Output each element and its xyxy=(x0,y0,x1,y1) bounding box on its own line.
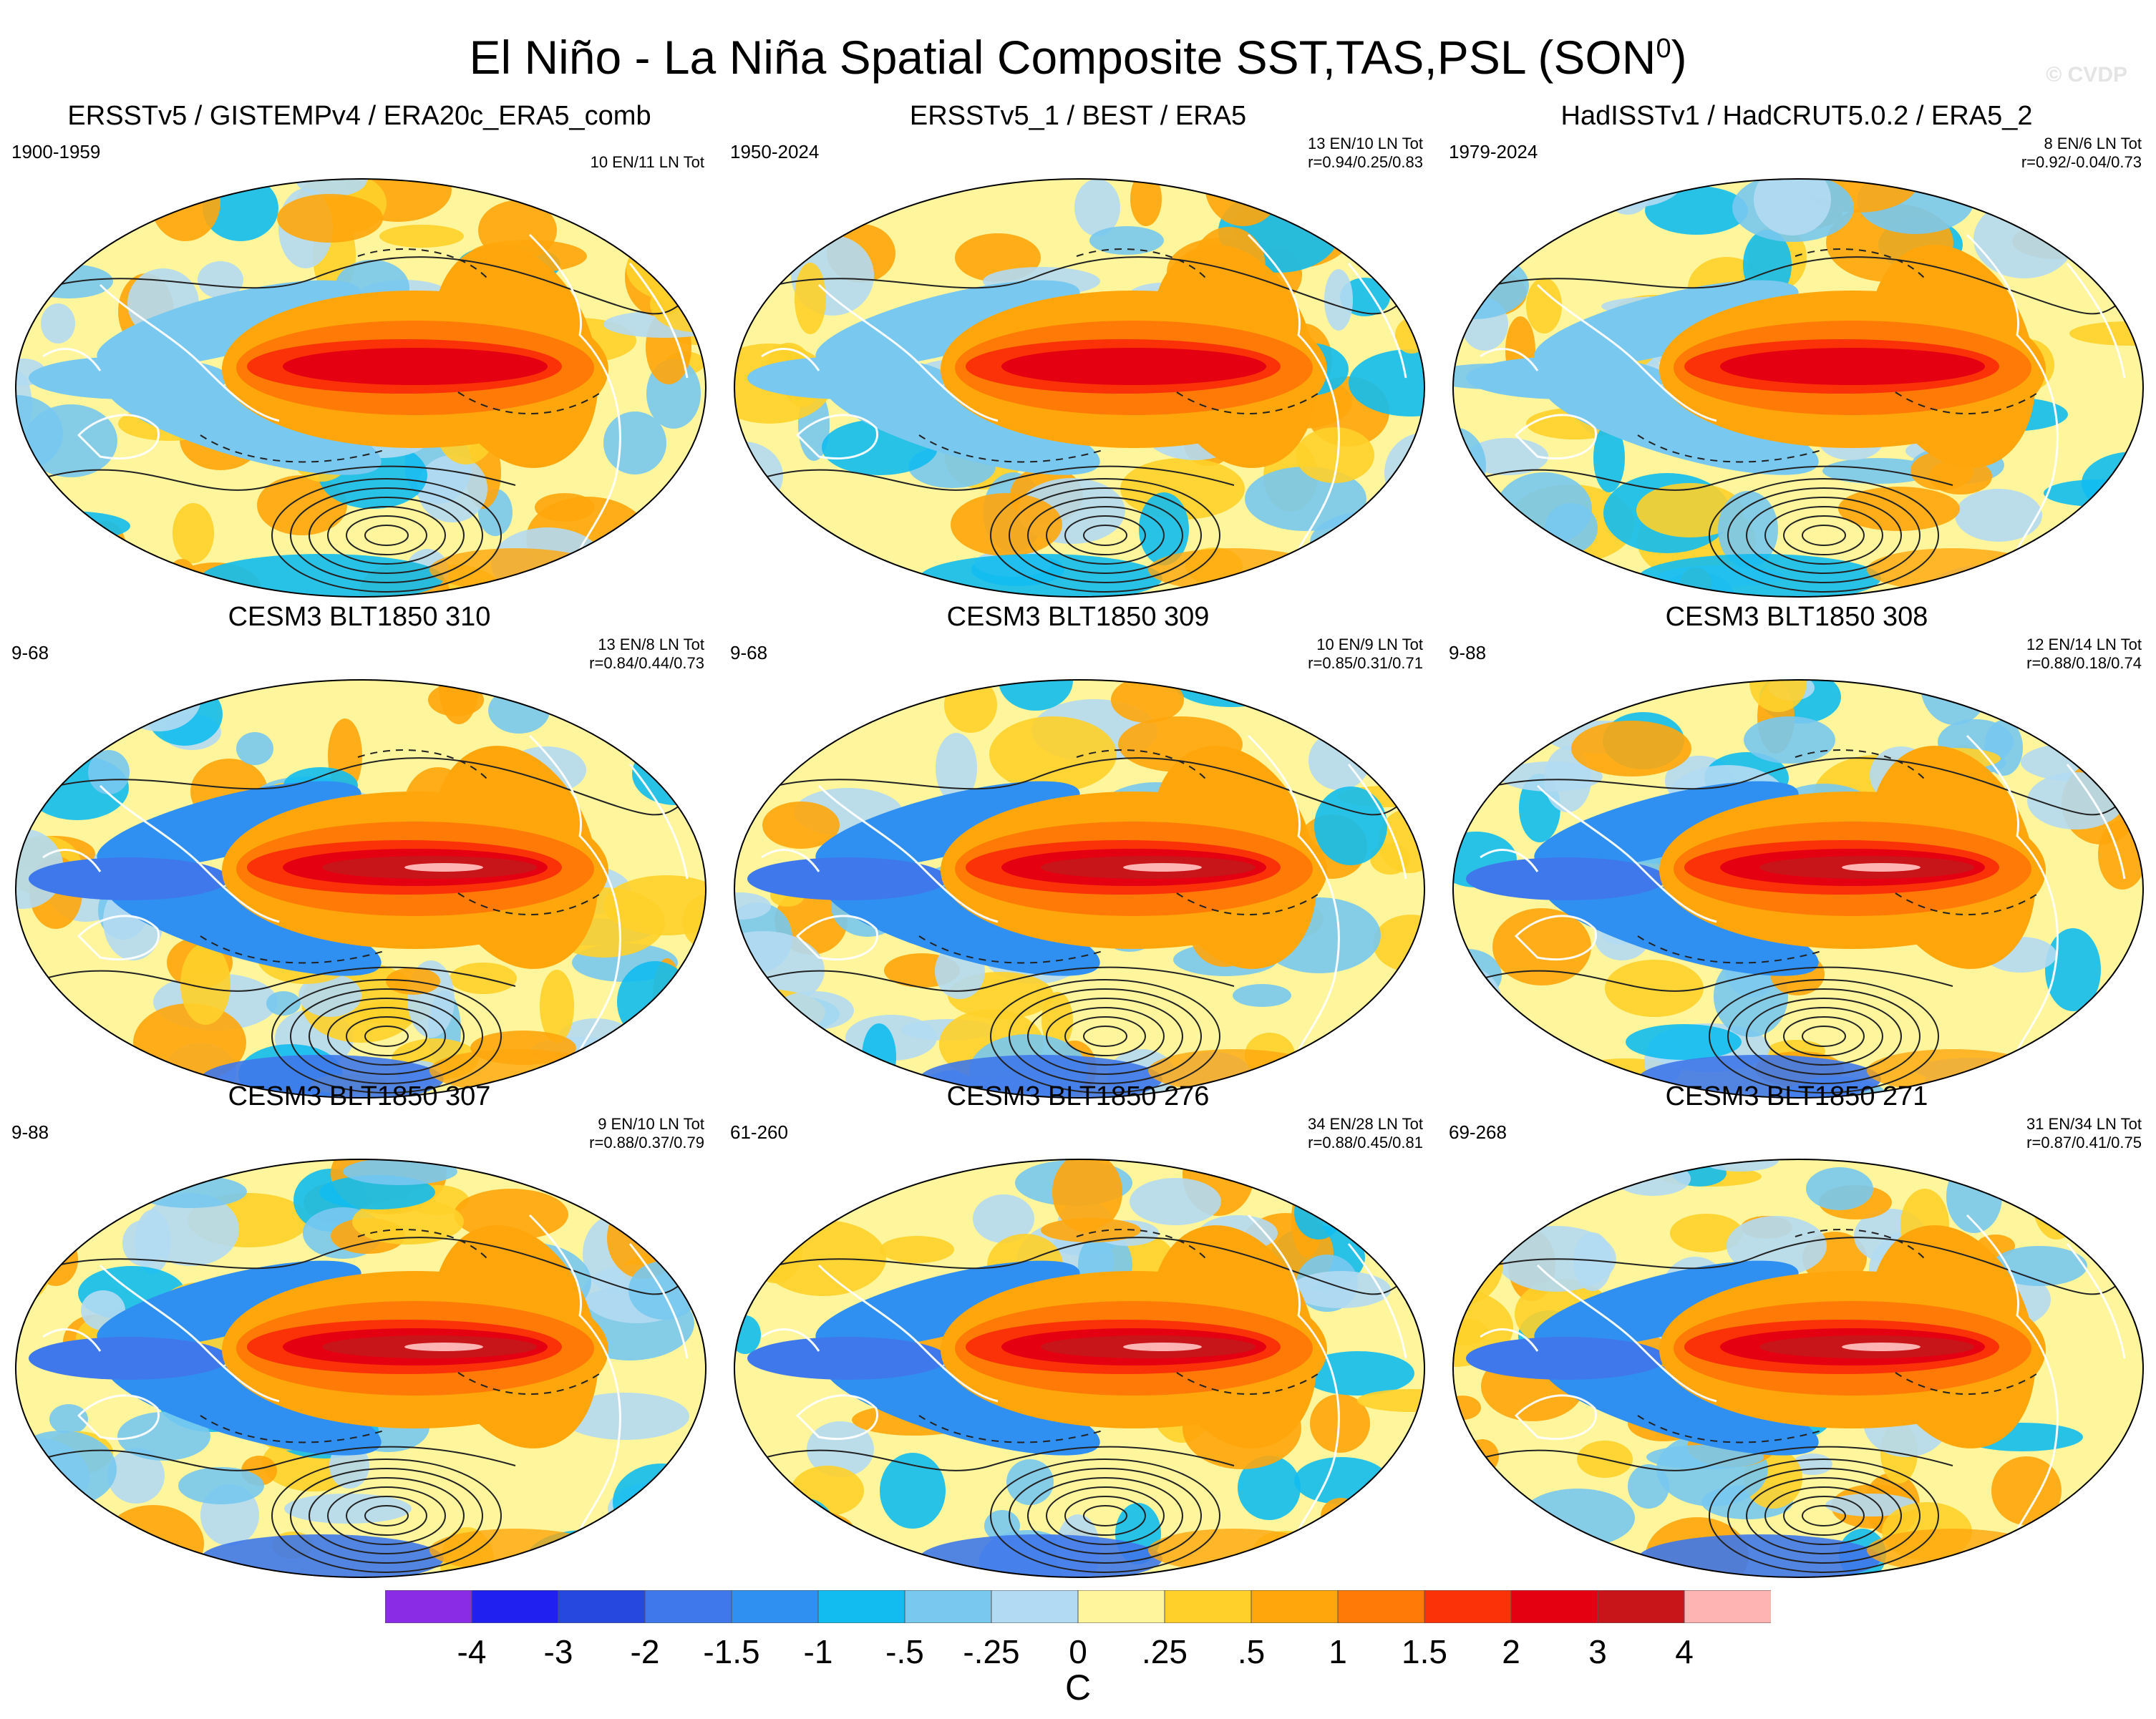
panel-title: CESM3 BLT1850 271 xyxy=(1665,1081,1928,1111)
anomaly-map xyxy=(15,679,706,1099)
colorbar-tick-label: .25 xyxy=(1142,1633,1188,1670)
colorbar-tick-label: -.5 xyxy=(885,1633,924,1670)
panel-title: CESM3 BLT1850 308 xyxy=(1665,602,1928,632)
anomaly-map xyxy=(734,1159,1425,1578)
colorbar-swatch xyxy=(731,1590,819,1623)
colorbar-swatch xyxy=(471,1590,559,1623)
map-panel: CESM3 BLT1850 276 61-260 34 EN/28 LN Tot r=… xyxy=(719,1079,1437,1580)
map-panel: HadISSTv1 / HadCRUT5.0.2 / ERA5_2 1979-20… xyxy=(1437,99,2156,600)
colorbar-swatch xyxy=(904,1590,992,1623)
colorbar-tick-label: 0 xyxy=(1069,1633,1087,1670)
panel-title: CESM3 BLT1850 309 xyxy=(946,602,1210,632)
panel-title: HadISSTv1 / HadCRUT5.0.2 / ERA5_2 xyxy=(1560,101,2033,131)
panel-correlation: r=0.88/0.37/0.79 xyxy=(589,1134,704,1151)
panel-title: CESM3 BLT1850 307 xyxy=(228,1081,491,1111)
panel-years: 1900-1959 xyxy=(11,141,101,162)
panel-years: 1979-2024 xyxy=(1449,141,1538,162)
panel-event-counts: 12 EN/14 LN Tot xyxy=(2026,636,2142,653)
panel-event-counts: 10 EN/9 LN Tot xyxy=(1316,636,1423,653)
panel-correlation: r=0.85/0.31/0.71 xyxy=(1308,654,1423,672)
anomaly-map xyxy=(15,1159,706,1578)
colorbar-tick-label: 1 xyxy=(1329,1633,1347,1670)
panel-title: CESM3 BLT1850 310 xyxy=(228,602,491,632)
panel-years: 9-68 xyxy=(11,642,49,663)
panel-event-counts: 34 EN/28 LN Tot xyxy=(1307,1115,1423,1133)
colorbar-tick-label: .5 xyxy=(1237,1633,1266,1670)
panel-correlation: r=0.94/0.25/0.83 xyxy=(1308,153,1423,171)
map-panel: CESM3 BLT1850 310 9-68 13 EN/8 LN Tot r=0.8… xyxy=(0,600,719,1101)
figure-title-superscript: 0 xyxy=(1656,34,1671,64)
panel-title: CESM3 BLT1850 276 xyxy=(946,1081,1210,1111)
panel-title: ERSSTv5_1 / BEST / ERA5 xyxy=(909,101,1247,131)
panel-event-counts: 8 EN/6 LN Tot xyxy=(2044,135,2142,152)
anomaly-map xyxy=(15,178,706,598)
colorbar-tick-label: 3 xyxy=(1588,1633,1607,1670)
colorbar-tick-label: -3 xyxy=(543,1633,573,1670)
colorbar-swatch xyxy=(1424,1590,1512,1623)
panel-correlation: r=0.87/0.41/0.75 xyxy=(2026,1134,2142,1151)
colorbar-swatch xyxy=(1597,1590,1685,1623)
colorbar-swatch xyxy=(1164,1590,1252,1623)
map-panel: ERSSTv5_1 / BEST / ERA5 1950-2024 13 EN/10… xyxy=(719,99,1437,600)
colorbar-swatch xyxy=(558,1590,646,1623)
map-panel: CESM3 BLT1850 308 9-88 12 EN/14 LN Tot r=0.… xyxy=(1437,600,2156,1101)
colorbar-swatch xyxy=(1510,1590,1598,1623)
anomaly-map xyxy=(1452,1159,2144,1578)
figure-title-text: El Niño - La Niña Spatial Composite SST,… xyxy=(469,31,1656,84)
figure-title: El Niño - La Niña Spatial Composite SST,… xyxy=(0,20,2156,86)
map-panel: ERSSTv5 / GISTEMPv4 / ERA20c_ERA5_comb 19… xyxy=(0,99,719,600)
colorbar-tick-label: 1.5 xyxy=(1402,1633,1447,1670)
map-panel: CESM3 BLT1850 271 69-268 31 EN/34 LN Tot r=… xyxy=(1437,1079,2156,1580)
colorbar-swatch xyxy=(1077,1590,1165,1623)
panel-correlation: r=0.92/-0.04/0.73 xyxy=(2021,153,2142,171)
panel-event-counts: 31 EN/34 LN Tot xyxy=(2026,1115,2142,1133)
panel-correlation: r=0.88/0.45/0.81 xyxy=(1308,1134,1423,1151)
colorbar-swatch xyxy=(991,1590,1079,1623)
colorbar-swatch xyxy=(1337,1590,1425,1623)
map-panel: CESM3 BLT1850 309 9-68 10 EN/9 LN Tot r=0.8… xyxy=(719,600,1437,1101)
panel-correlation: r=0.88/0.18/0.74 xyxy=(2026,654,2142,672)
panel-years: 61-260 xyxy=(730,1121,788,1143)
colorbar-swatch xyxy=(1684,1590,1771,1623)
panel-event-counts: 13 EN/8 LN Tot xyxy=(598,636,704,653)
colorbar-units: C xyxy=(1064,1667,1092,1708)
colorbar-tick-label: 4 xyxy=(1675,1633,1694,1670)
panel-correlation: r=0.84/0.44/0.73 xyxy=(589,654,704,672)
colorbar-swatch xyxy=(385,1590,472,1623)
colorbar xyxy=(385,1590,1771,1623)
colorbar-swatch xyxy=(1251,1590,1339,1623)
colorbar-swatch xyxy=(644,1590,732,1623)
anomaly-map xyxy=(734,178,1425,598)
colorbar-tick-label: -.25 xyxy=(963,1633,1020,1670)
panel-event-counts: 9 EN/10 LN Tot xyxy=(598,1115,704,1133)
colorbar-tick-label: 2 xyxy=(1502,1633,1520,1670)
anomaly-map xyxy=(1452,679,2144,1099)
panel-years: 9-88 xyxy=(11,1121,49,1143)
map-panel: CESM3 BLT1850 307 9-88 9 EN/10 LN Tot r=0.8… xyxy=(0,1079,719,1580)
colorbar-tick-label: -2 xyxy=(630,1633,660,1670)
anomaly-map xyxy=(734,679,1425,1099)
panel-years: 69-268 xyxy=(1449,1121,1507,1143)
anomaly-map xyxy=(1452,178,2144,598)
panel-years: 1950-2024 xyxy=(730,141,820,162)
panel-years: 9-88 xyxy=(1449,642,1487,663)
colorbar-tick-label: -1.5 xyxy=(703,1633,760,1670)
panel-event-counts: 10 EN/11 LN Tot xyxy=(590,153,704,171)
panel-event-counts: 13 EN/10 LN Tot xyxy=(1307,135,1423,152)
colorbar-labels: -4 -3 -2 -1.5 -1 -.5 -.25 0 .25 .5 1 1.5 2 3 4 xyxy=(385,1632,1771,1675)
colorbar-tick-label: -4 xyxy=(457,1633,487,1670)
colorbar-swatch xyxy=(817,1590,905,1623)
colorbar-tick-label: -1 xyxy=(803,1633,833,1670)
panel-years: 9-68 xyxy=(730,642,768,663)
panel-title: ERSSTv5 / GISTEMPv4 / ERA20c_ERA5_comb xyxy=(67,101,651,131)
figure-title-close: ) xyxy=(1671,31,1687,84)
cvdp-watermark: © CVDP xyxy=(2046,63,2127,87)
